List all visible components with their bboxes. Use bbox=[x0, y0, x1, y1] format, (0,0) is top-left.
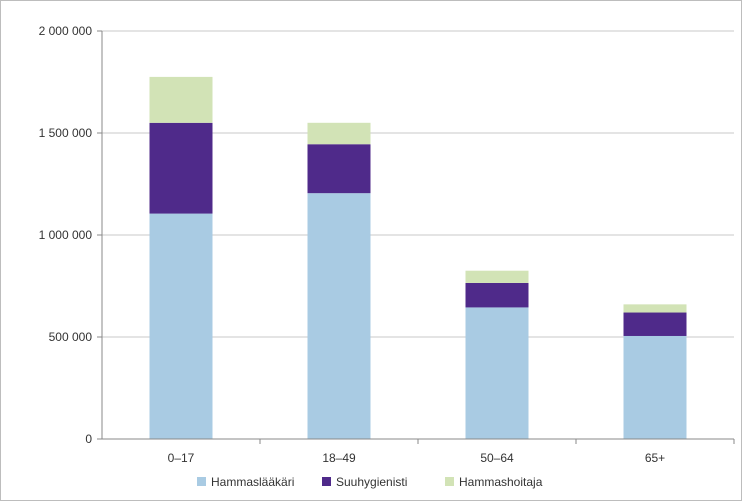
y-tick-label-3: 1 500 000 bbox=[39, 126, 93, 140]
y-axis: 0 500 000 1 000 000 1 500 000 2 000 000 bbox=[39, 24, 103, 446]
bar-0-series-0 bbox=[149, 213, 213, 439]
legend-swatch-2 bbox=[445, 477, 454, 486]
x-tick-label-3: 65+ bbox=[645, 451, 665, 465]
y-tick-label-4: 2 000 000 bbox=[39, 24, 93, 38]
legend-label-0: Hammaslääkäri bbox=[211, 475, 294, 489]
bar-2-series-0 bbox=[465, 307, 529, 439]
bar-3-series-2 bbox=[623, 304, 687, 313]
x-tick-label-0: 0–17 bbox=[168, 451, 195, 465]
x-axis: 0–17 18–49 50–64 65+ bbox=[102, 438, 735, 465]
legend-swatch-1 bbox=[322, 477, 331, 486]
bar-1-series-0 bbox=[307, 193, 371, 439]
bar-2-series-2 bbox=[465, 270, 529, 283]
x-tick-label-2: 50–64 bbox=[480, 451, 514, 465]
bar-1-series-2 bbox=[307, 122, 371, 145]
y-tick-label-2: 1 000 000 bbox=[39, 228, 93, 242]
bar-0-series-2 bbox=[149, 76, 213, 123]
legend-swatch-0 bbox=[197, 477, 206, 486]
x-tick-label-1: 18–49 bbox=[322, 451, 356, 465]
legend-label-1: Suuhygienisti bbox=[336, 475, 407, 489]
y-tick-label-1: 500 000 bbox=[49, 330, 93, 344]
bar-0-series-1 bbox=[149, 122, 213, 214]
bar-3-series-1 bbox=[623, 312, 687, 336]
bar-2-series-1 bbox=[465, 282, 529, 308]
bars bbox=[149, 76, 687, 439]
legend: Hammaslääkäri Suuhygienisti Hammashoitaja bbox=[197, 475, 543, 489]
bar-3-series-0 bbox=[623, 335, 687, 439]
bar-1-series-1 bbox=[307, 144, 371, 194]
legend-label-2: Hammashoitaja bbox=[459, 475, 543, 489]
y-tick-label-0: 0 bbox=[85, 432, 92, 446]
